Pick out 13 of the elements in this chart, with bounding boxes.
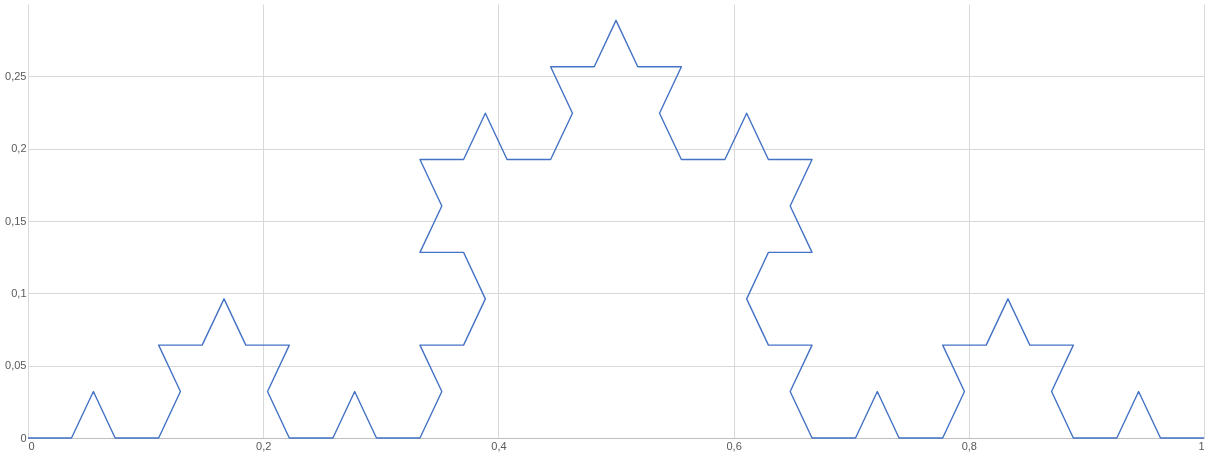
y-tick-label: 0,25 — [5, 69, 27, 82]
x-tick-label: 0 — [28, 439, 35, 452]
y-tick-label: 0,2 — [11, 142, 27, 155]
y-tick-label: 0,05 — [5, 359, 27, 372]
x-tick-label: 0,8 — [961, 439, 977, 452]
x-tick-label: 0,6 — [726, 439, 742, 452]
y-tick-label: 0,15 — [5, 214, 27, 227]
x-tick-label: 0,4 — [491, 439, 507, 452]
x-tick-label: 1 — [1198, 439, 1205, 452]
y-tick-label: 0,1 — [11, 286, 27, 299]
y-tick-label: 0 — [20, 431, 27, 444]
line-series — [27, 19, 1205, 439]
x-tick-label: 0,2 — [256, 439, 272, 452]
